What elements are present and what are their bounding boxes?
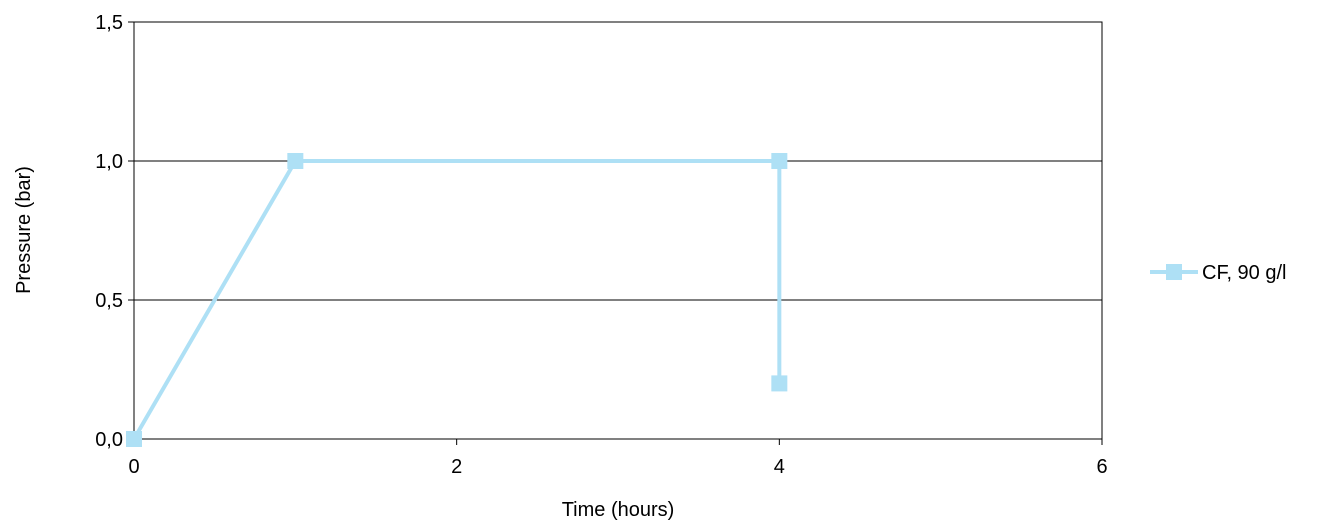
data-point xyxy=(771,375,788,392)
legend: CF, 90 g/l xyxy=(1150,262,1286,284)
x-axis-title: Time (hours) xyxy=(562,499,675,521)
data-point xyxy=(126,431,142,447)
x-tick-label: 2 xyxy=(451,456,462,478)
y-tick-label: 0,0 xyxy=(95,429,123,451)
y-tick-label: 1,5 xyxy=(95,12,123,34)
y-axis-title: Pressure (bar) xyxy=(13,166,35,294)
y-tick-label: 0,5 xyxy=(95,290,123,312)
x-tick-label: 4 xyxy=(774,456,785,478)
series-layer xyxy=(126,153,788,447)
x-axis-ticks: 0 2 4 6 xyxy=(128,439,1108,478)
x-tick-label: 6 xyxy=(1096,456,1107,478)
y-axis-ticks: 0,0 0,5 1,0 1,5 xyxy=(95,12,134,451)
data-point xyxy=(771,153,788,169)
legend-label: CF, 90 g/l xyxy=(1202,262,1286,284)
plot-area xyxy=(133,21,1103,440)
x-tick-label: 0 xyxy=(128,456,139,478)
legend-marker xyxy=(1166,264,1182,280)
data-point xyxy=(287,153,304,169)
y-tick-label: 1,0 xyxy=(95,151,123,173)
series-line xyxy=(132,159,782,441)
